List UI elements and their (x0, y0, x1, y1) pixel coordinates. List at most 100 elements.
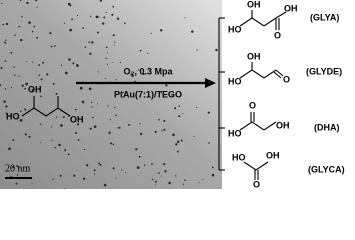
particle (31, 30, 34, 33)
particle (51, 126, 53, 128)
particle (160, 175, 162, 177)
particle (26, 60, 28, 63)
particle (158, 172, 160, 174)
particle (1, 2, 3, 5)
particle (164, 170, 167, 173)
particle (39, 123, 42, 126)
particle (60, 64, 63, 66)
particle (115, 114, 117, 117)
particle (163, 120, 166, 122)
particle (160, 92, 162, 94)
condition-bottom: PtAu(7:1)/TEGO (114, 89, 182, 99)
particle (96, 103, 99, 105)
particle (20, 38, 23, 42)
particle (49, 32, 52, 35)
particle (4, 60, 7, 63)
particle (16, 174, 19, 176)
glycerol: HO OH OH (6, 84, 84, 124)
particle (168, 181, 171, 185)
particle (71, 18, 74, 21)
particle (154, 130, 157, 133)
particle (0, 66, 3, 70)
particle (26, 1, 29, 5)
particle (73, 174, 76, 177)
particle (81, 100, 85, 104)
particle (112, 5, 115, 8)
particle (106, 52, 108, 54)
particle (2, 23, 4, 26)
particle (82, 27, 85, 29)
particle (35, 0, 38, 2)
particle (54, 146, 57, 149)
particle (139, 49, 142, 52)
particle (12, 165, 15, 169)
particle (116, 17, 120, 20)
particle (28, 135, 31, 138)
particle (0, 84, 2, 87)
particle (89, 52, 92, 55)
particle (161, 130, 163, 132)
particle (4, 88, 7, 90)
figure: 20 nm HO OH OH O₂, 0.3 Mpa PtAu(7:1)/TEG… (0, 0, 345, 190)
particle (175, 143, 178, 146)
particle (14, 34, 16, 36)
nanoparticles (0, 0, 218, 190)
particle (24, 108, 27, 111)
particle (99, 0, 102, 2)
particle (196, 49, 198, 51)
particle (58, 143, 61, 147)
particle (88, 87, 92, 91)
particle (82, 177, 86, 181)
particle (69, 4, 72, 7)
particle (16, 165, 18, 168)
particle (151, 163, 153, 165)
particle (111, 61, 113, 64)
particle (215, 48, 218, 52)
particle (123, 22, 126, 25)
particle (118, 126, 121, 129)
particle (139, 123, 141, 125)
particle (86, 164, 89, 167)
glyca-structure: HO OH O (232, 150, 280, 189)
particle (59, 174, 62, 177)
particle (101, 22, 105, 25)
particle (33, 25, 36, 28)
particle (38, 64, 41, 66)
particle (75, 118, 77, 120)
particle (20, 110, 22, 113)
particle (198, 181, 200, 184)
particle (115, 177, 117, 179)
particle (51, 139, 53, 142)
particle (91, 41, 94, 44)
particle (184, 179, 186, 182)
particle (211, 166, 214, 169)
product-name: (DHA) (314, 122, 340, 132)
particle (167, 92, 170, 94)
particle (159, 29, 163, 32)
particle (151, 178, 154, 181)
product-name: (GLYA) (310, 12, 339, 22)
product-name: (GLYDE) (306, 66, 342, 76)
particle (19, 0, 22, 1)
atom-label: OH (276, 120, 290, 130)
atom-label: OH (284, 3, 298, 13)
particle (107, 105, 109, 107)
particle (76, 64, 79, 67)
particle (84, 46, 87, 48)
particle (72, 62, 75, 65)
particle (110, 142, 113, 145)
particle (180, 139, 183, 142)
particle (79, 86, 83, 90)
particle (55, 116, 58, 118)
particle (108, 131, 111, 135)
particle (114, 41, 116, 43)
particle (63, 22, 66, 25)
scale-label: 20 nm (5, 163, 31, 174)
atom-label: O (283, 74, 290, 84)
particle (76, 123, 80, 126)
particle (24, 87, 27, 90)
particle (60, 124, 63, 127)
particle (98, 16, 100, 18)
particle (38, 74, 41, 76)
particle (103, 16, 106, 19)
